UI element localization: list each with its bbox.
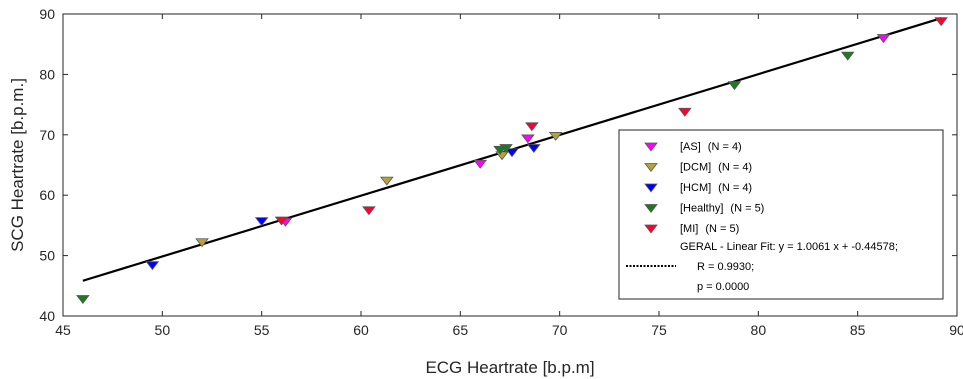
- data-point: [521, 134, 535, 144]
- data-point: [473, 159, 488, 169]
- points-layer: [76, 17, 948, 305]
- x-ticks: 45 50 55 60 65 70 75 80 85 90: [55, 14, 963, 338]
- x-tick-label: 80: [751, 322, 767, 338]
- legend-series-label: [HCM] (N = 4): [680, 182, 752, 194]
- x-tick-label: 90: [949, 322, 963, 338]
- x-tick-label: 75: [651, 322, 667, 338]
- y-tick-label: 40: [39, 308, 55, 324]
- legend: [AS] (N = 4) [DCM] (N = 4) [HCM] (N = 4) [Heal…: [618, 129, 944, 300]
- data-point: [876, 34, 891, 44]
- y-tick-label: 80: [39, 66, 55, 82]
- data-point: [254, 217, 269, 227]
- plot-frame: [62, 13, 958, 317]
- data-point: [76, 295, 90, 305]
- data-point: [495, 151, 509, 161]
- legend-series-label: [DCM] (N = 4): [680, 162, 752, 174]
- legend-fit-r: R = 0.9930;: [697, 261, 754, 273]
- x-tick-label: 50: [155, 322, 171, 338]
- legend-fit-p: p = 0.0000: [697, 281, 749, 293]
- legend-series-label: [MI] (N = 5): [680, 223, 739, 235]
- legend-marker: [644, 183, 658, 193]
- data-point: [195, 238, 209, 248]
- x-tick-label: 70: [552, 322, 568, 338]
- data-point: [840, 51, 855, 61]
- y-tick-label: 90: [39, 6, 55, 22]
- data-point: [505, 148, 519, 158]
- x-tick-label: 85: [850, 322, 866, 338]
- y-ticks: 40 50 60 70 80 90: [39, 6, 957, 324]
- data-point: [548, 132, 563, 141]
- legend-marker: [644, 224, 658, 234]
- x-tick-label: 60: [353, 322, 369, 338]
- legend-marker: [644, 204, 658, 214]
- y-axis-label: SCG Heartrate [b.p.m.]: [8, 78, 27, 252]
- data-point: [274, 216, 289, 226]
- data-point: [499, 144, 513, 154]
- y-tick-label: 60: [39, 187, 55, 203]
- x-tick-label: 45: [55, 322, 71, 338]
- legend-fit-equation: GERAL - Linear Fit: y = 1.0061 x + -0.44…: [680, 241, 898, 253]
- data-point: [934, 17, 948, 27]
- data-point: [525, 122, 539, 132]
- legend-series-label: [AS] (N = 4): [680, 141, 742, 153]
- y-tick-label: 50: [39, 248, 55, 264]
- data-point: [527, 144, 541, 154]
- data-point: [380, 176, 394, 186]
- data-point: [145, 261, 160, 271]
- data-point: [362, 206, 376, 216]
- legend-entries: [AS] (N = 4) [DCM] (N = 4) [HCM] (N = 4) [Heal…: [644, 141, 764, 235]
- data-point: [727, 81, 742, 91]
- y-tick-label: 70: [39, 127, 55, 143]
- x-tick-label: 65: [453, 322, 469, 338]
- legend-marker: [644, 163, 658, 173]
- legend-series-label: [Healthy] (N = 5): [680, 203, 764, 215]
- legend-box: [618, 129, 944, 300]
- legend-marker: [644, 142, 658, 152]
- data-point: [678, 107, 692, 117]
- x-tick-label: 55: [254, 322, 270, 338]
- x-axis-label: ECG Heartrate [b.p.m]: [425, 358, 594, 377]
